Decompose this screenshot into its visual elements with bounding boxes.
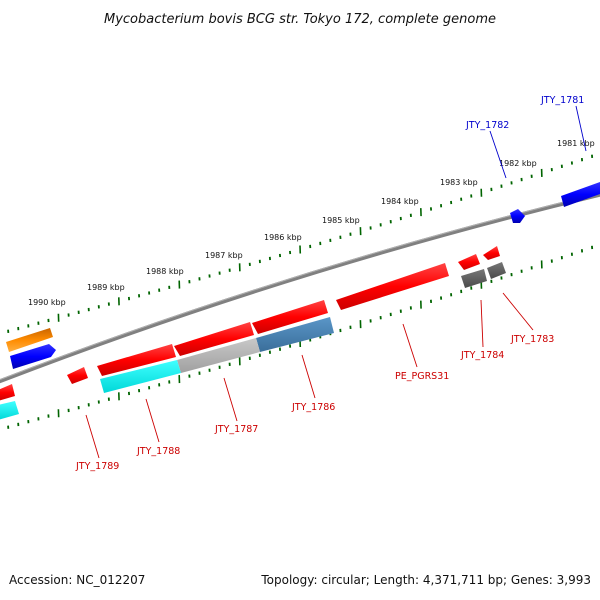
cog-pseudo-jty1783[interactable] (487, 262, 506, 279)
gene-label-jty1782[interactable]: JTY_1782 (465, 120, 509, 131)
gene-jty1783-arrow[interactable] (483, 246, 500, 260)
tick-label-1989: 1989 kbp (87, 283, 125, 292)
tick-labels: 1981 kbp 1982 kbp 1983 kbp 1984 kbp 1985… (28, 139, 595, 307)
tick-label-1981: 1981 kbp (557, 139, 595, 148)
tick-label-1988: 1988 kbp (146, 267, 184, 276)
gene-jty1784-arrow[interactable] (458, 254, 480, 270)
reverse-strand-features (0, 246, 500, 401)
gene-jty1787-arrow[interactable] (174, 322, 254, 356)
forward-strand-features (6, 182, 600, 369)
gene-forward-blue-left[interactable] (10, 344, 56, 369)
gene-pe-pgrs31-arrow[interactable] (336, 263, 449, 310)
gene-label-pe-pgrs31[interactable]: PE_PGRS31 (395, 371, 449, 382)
cog-pseudo-jty1784[interactable] (461, 269, 487, 288)
function-color-ring (0, 262, 506, 420)
tick-label-1983: 1983 kbp (440, 178, 478, 187)
inner-tick-track (7, 245, 594, 429)
tick-label-1986: 1986 kbp (264, 233, 302, 242)
gene-jty1788-arrow[interactable] (97, 344, 176, 376)
tick-label-1984: 1984 kbp (381, 197, 419, 206)
gene-labels: JTY_1781 JTY_1782 JTY_1783 JTY_1784 PE_P… (75, 95, 587, 472)
cog-cyan-jty1788[interactable] (100, 360, 181, 393)
tick-label-1985: 1985 kbp (322, 216, 360, 225)
gene-label-jty1783[interactable]: JTY_1783 (510, 334, 554, 345)
tick-label-1982: 1982 kbp (499, 159, 537, 168)
tick-label-1990: 1990 kbp (28, 298, 66, 307)
gene-label-jty1787[interactable]: JTY_1787 (214, 424, 258, 435)
accession-text: Accession: NC_012207 (9, 573, 146, 587)
gene-label-jty1784[interactable]: JTY_1784 (460, 350, 504, 361)
gene-label-jty1788[interactable]: JTY_1788 (136, 446, 180, 457)
gene-label-jty1789[interactable]: JTY_1789 (75, 461, 119, 472)
rrna-feature-orange[interactable] (6, 328, 53, 352)
genome-summary-text: Topology: circular; Length: 4,371,711 bp… (261, 573, 591, 587)
cog-grey-jty1787[interactable] (177, 338, 260, 373)
gene-jty1789-arrow[interactable] (67, 367, 88, 384)
gene-label-jty1786[interactable]: JTY_1786 (291, 402, 335, 413)
gene-label-jty1781[interactable]: JTY_1781 (540, 95, 584, 106)
genome-backbone (0, 192, 600, 384)
map-title: Mycobacterium bovis BCG str. Tokyo 172, … (104, 12, 496, 27)
cog-cyan-left[interactable] (0, 401, 19, 420)
gene-jty1782-arrow[interactable] (510, 209, 525, 223)
tick-label-1987: 1987 kbp (205, 251, 243, 260)
outer-tick-track (7, 154, 594, 333)
gene-reverse-red-left[interactable] (0, 384, 15, 401)
cog-steelblue-jty1786[interactable] (256, 317, 334, 352)
gene-jty1786-arrow[interactable] (252, 300, 328, 334)
gene-jty1781-arrow[interactable] (561, 182, 600, 207)
